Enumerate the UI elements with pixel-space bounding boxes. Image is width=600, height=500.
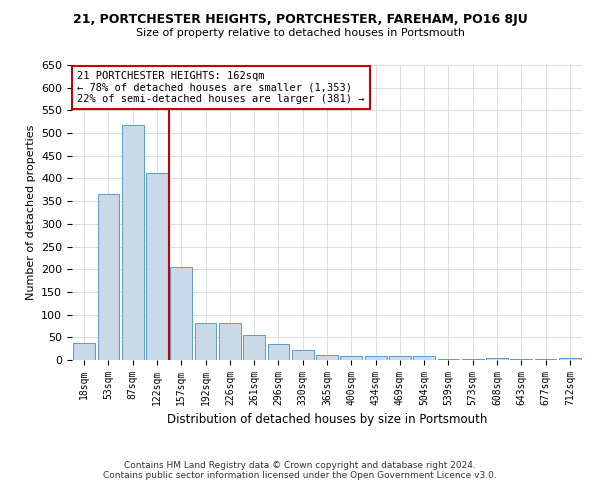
Bar bbox=[511, 358, 532, 360]
Text: Distribution of detached houses by size in Portsmouth: Distribution of detached houses by size … bbox=[167, 412, 487, 426]
Bar bbox=[219, 323, 241, 360]
Bar bbox=[97, 194, 119, 360]
Bar bbox=[413, 356, 435, 360]
Bar bbox=[486, 358, 508, 360]
Text: 21, PORTCHESTER HEIGHTS, PORTCHESTER, FAREHAM, PO16 8JU: 21, PORTCHESTER HEIGHTS, PORTCHESTER, FA… bbox=[73, 12, 527, 26]
Text: 21 PORTCHESTER HEIGHTS: 162sqm
← 78% of detached houses are smaller (1,353)
22% : 21 PORTCHESTER HEIGHTS: 162sqm ← 78% of … bbox=[77, 71, 365, 104]
Bar bbox=[559, 358, 581, 360]
Bar bbox=[437, 358, 460, 360]
Text: Contains HM Land Registry data © Crown copyright and database right 2024.
Contai: Contains HM Land Registry data © Crown c… bbox=[103, 460, 497, 480]
Bar bbox=[268, 344, 289, 360]
Y-axis label: Number of detached properties: Number of detached properties bbox=[26, 125, 35, 300]
Text: Size of property relative to detached houses in Portsmouth: Size of property relative to detached ho… bbox=[136, 28, 464, 38]
Bar bbox=[73, 343, 95, 360]
Bar bbox=[194, 323, 217, 360]
Bar bbox=[170, 267, 192, 360]
Bar bbox=[316, 354, 338, 360]
Bar bbox=[462, 358, 484, 360]
Bar bbox=[292, 350, 314, 360]
Bar bbox=[340, 356, 362, 360]
Bar bbox=[535, 358, 556, 360]
Bar bbox=[122, 126, 143, 360]
Bar bbox=[365, 356, 386, 360]
Bar bbox=[146, 172, 168, 360]
Bar bbox=[243, 335, 265, 360]
Bar bbox=[389, 356, 411, 360]
